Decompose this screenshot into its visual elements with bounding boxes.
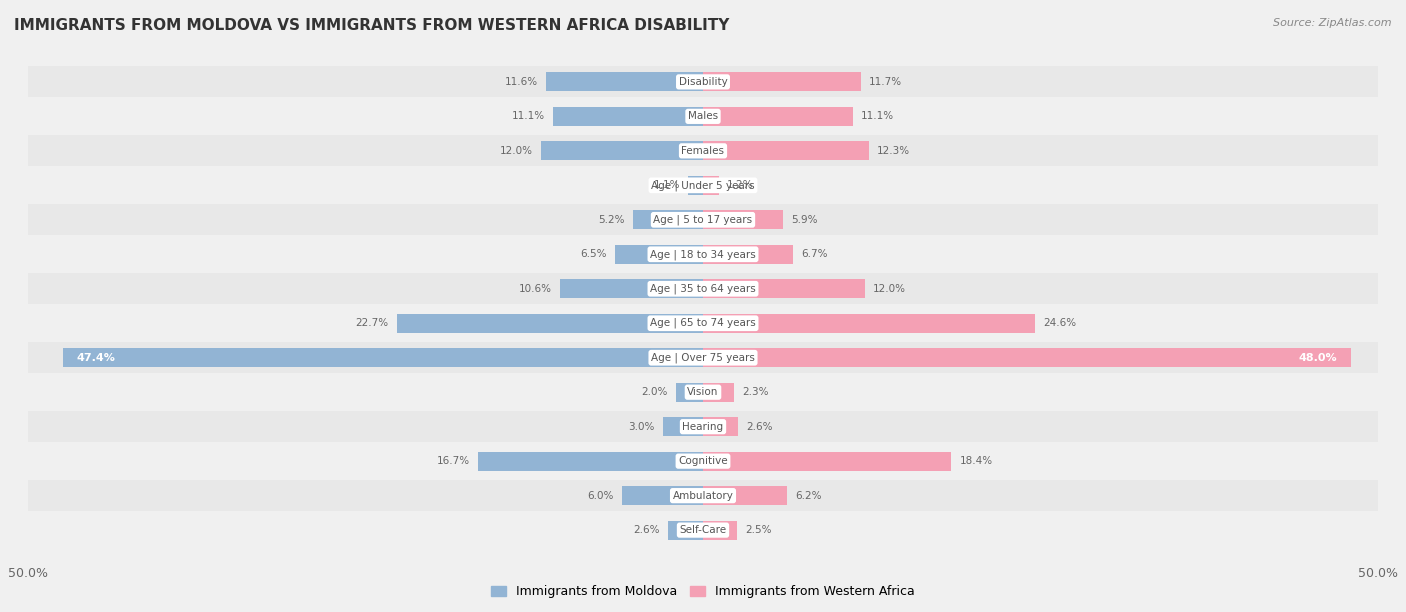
Bar [28,376,1378,408]
Bar [676,382,703,401]
Text: Cognitive: Cognitive [678,456,728,466]
Text: 2.0%: 2.0% [641,387,668,397]
Legend: Immigrants from Moldova, Immigrants from Western Africa: Immigrants from Moldova, Immigrants from… [486,580,920,603]
Text: 2.5%: 2.5% [745,525,772,535]
Text: Vision: Vision [688,387,718,397]
Text: Self-Care: Self-Care [679,525,727,535]
Bar [703,72,860,91]
Bar [560,279,703,298]
Text: 3.0%: 3.0% [628,422,654,431]
Text: 16.7%: 16.7% [436,456,470,466]
Text: 18.4%: 18.4% [959,456,993,466]
Bar [703,486,787,505]
Text: Disability: Disability [679,77,727,87]
Bar [28,273,1378,304]
Bar [28,66,1378,97]
Text: Age | Over 75 years: Age | Over 75 years [651,353,755,363]
Text: 11.1%: 11.1% [512,111,546,121]
Bar [553,107,703,126]
Bar [662,417,703,436]
Bar [633,211,703,230]
Bar [703,521,737,540]
Text: Age | 35 to 64 years: Age | 35 to 64 years [650,283,756,294]
Bar [703,348,1351,367]
Text: 10.6%: 10.6% [519,284,551,294]
Bar [703,176,720,195]
Text: 12.0%: 12.0% [873,284,905,294]
Text: 2.6%: 2.6% [747,422,773,431]
Text: 6.2%: 6.2% [794,491,821,501]
Bar [703,382,734,401]
Text: 6.5%: 6.5% [581,249,607,259]
Text: Ambulatory: Ambulatory [672,491,734,501]
Bar [28,480,1378,511]
Bar [28,515,1378,546]
Bar [703,314,1035,333]
Bar [63,348,703,367]
Bar [541,141,703,160]
Bar [28,446,1378,477]
Bar [616,245,703,264]
Text: Age | 5 to 17 years: Age | 5 to 17 years [654,215,752,225]
Text: Females: Females [682,146,724,156]
Text: 1.2%: 1.2% [727,181,754,190]
Bar [703,211,783,230]
Bar [621,486,703,505]
Bar [396,314,703,333]
Bar [547,72,703,91]
Text: 47.4%: 47.4% [77,353,115,363]
Bar [28,308,1378,339]
Bar [703,107,853,126]
Text: 11.1%: 11.1% [860,111,894,121]
Bar [668,521,703,540]
Text: 6.7%: 6.7% [801,249,828,259]
Bar [688,176,703,195]
Text: 12.0%: 12.0% [501,146,533,156]
Bar [478,452,703,471]
Text: Age | Under 5 years: Age | Under 5 years [651,180,755,190]
Text: 22.7%: 22.7% [356,318,388,328]
Bar [703,417,738,436]
Bar [28,342,1378,373]
Text: 24.6%: 24.6% [1043,318,1076,328]
Text: 2.3%: 2.3% [742,387,769,397]
Bar [703,141,869,160]
Text: Males: Males [688,111,718,121]
Text: 6.0%: 6.0% [588,491,614,501]
Text: Source: ZipAtlas.com: Source: ZipAtlas.com [1274,18,1392,28]
Bar [703,279,865,298]
Text: 5.2%: 5.2% [598,215,624,225]
Text: 1.1%: 1.1% [654,181,681,190]
Text: IMMIGRANTS FROM MOLDOVA VS IMMIGRANTS FROM WESTERN AFRICA DISABILITY: IMMIGRANTS FROM MOLDOVA VS IMMIGRANTS FR… [14,18,730,34]
Bar [28,411,1378,442]
Bar [28,101,1378,132]
Text: Age | 18 to 34 years: Age | 18 to 34 years [650,249,756,259]
Bar [28,135,1378,166]
Text: 48.0%: 48.0% [1299,353,1337,363]
Text: 2.6%: 2.6% [633,525,659,535]
Text: 12.3%: 12.3% [877,146,910,156]
Text: 5.9%: 5.9% [790,215,817,225]
Bar [703,245,793,264]
Bar [28,204,1378,236]
Bar [28,239,1378,270]
Text: Hearing: Hearing [682,422,724,431]
Text: 11.6%: 11.6% [505,77,538,87]
Text: Age | 65 to 74 years: Age | 65 to 74 years [650,318,756,329]
Text: 11.7%: 11.7% [869,77,903,87]
Bar [28,170,1378,201]
Bar [703,452,952,471]
